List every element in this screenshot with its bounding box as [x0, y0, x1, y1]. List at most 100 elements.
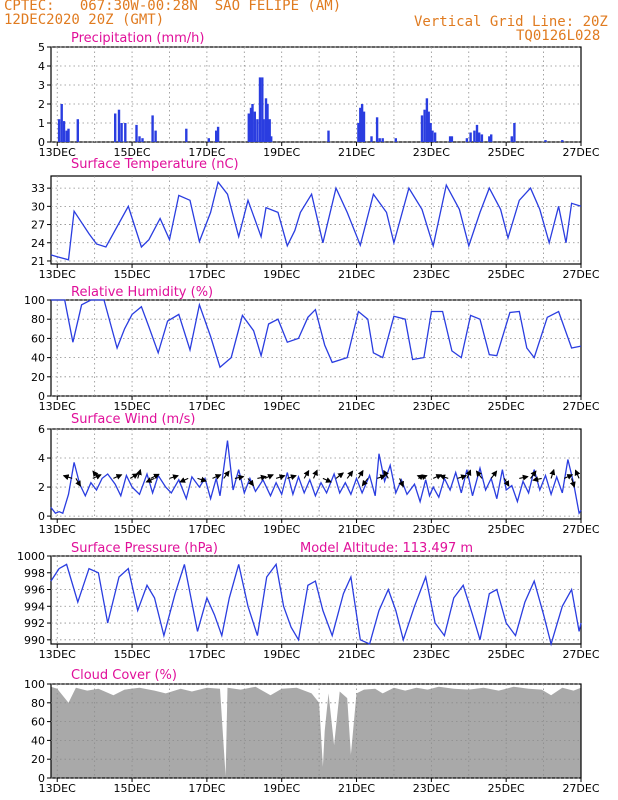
wind-vector — [416, 474, 426, 481]
precip-bar — [378, 138, 381, 142]
precip-bar — [262, 119, 265, 142]
x-tick-label: 21DEC — [338, 146, 375, 159]
precip-bar — [62, 121, 66, 142]
wind-vector — [532, 476, 542, 483]
x-tick-label: 27DEC — [562, 268, 599, 281]
x-tick-label: 13DEC — [39, 400, 76, 413]
y-tick-label: 2 — [38, 481, 45, 494]
wind-vector — [490, 470, 498, 479]
panel-1: 0 1 2 3 4 5 13DEC 15DEC 17DEC 19DEC 21DEC 23DEC 25DE… — [38, 31, 600, 159]
x-tick-label: 25DEC — [488, 268, 525, 281]
precip-bar — [266, 104, 269, 142]
wind-vector — [530, 470, 537, 479]
panel-title: Surface Pressure (hPa) — [71, 541, 218, 556]
y-tick-label: 33 — [31, 182, 45, 195]
precip-bar — [114, 113, 117, 142]
wind-vector — [398, 478, 404, 488]
wind-vector — [383, 469, 389, 479]
precip-bar — [207, 138, 210, 142]
x-tick-label: 27DEC — [562, 648, 599, 661]
wind-vector — [169, 474, 179, 481]
wind-vector — [257, 474, 267, 481]
panel-3: 0 20 40 60 80 100 13DEC 15DEC 17DEC 19DEC 21DEC 23D… — [24, 285, 600, 413]
y-tick-label: 100 — [24, 678, 45, 691]
precip-bar — [544, 140, 547, 142]
precip-bar — [360, 104, 364, 142]
x-tick-label: 13DEC — [39, 146, 76, 159]
precip-bar — [375, 117, 379, 142]
x-tick-label: 21DEC — [338, 400, 375, 413]
precip-bar — [215, 130, 218, 142]
panel-2: 21 24 27 30 33 13DEC 15DEC 17DEC 19DEC 21DEC 23DEC… — [31, 157, 600, 281]
y-tick-label: 2 — [38, 98, 45, 111]
wind-vector — [475, 470, 483, 479]
precip-bar — [60, 104, 63, 142]
x-tick-label: 27DEC — [562, 523, 599, 536]
precip-bar — [327, 130, 330, 142]
panel-frame — [50, 683, 582, 779]
x-tick-label: 27DEC — [562, 400, 599, 413]
x-tick-label: 23DEC — [413, 523, 450, 536]
precip-bar — [394, 138, 397, 142]
y-tick-label: 20 — [31, 371, 45, 384]
series-line — [50, 440, 582, 515]
wind-vector — [457, 474, 468, 481]
precip-bar — [138, 136, 141, 142]
x-tick-label: 19DEC — [263, 146, 300, 159]
x-tick-label: 25DEC — [488, 146, 525, 159]
wind-vector — [465, 469, 472, 479]
x-tick-label: 17DEC — [188, 268, 225, 281]
wind-vector — [145, 477, 155, 483]
precip-bar — [370, 136, 373, 142]
precip-bar — [120, 123, 123, 142]
x-tick-label: 13DEC — [39, 782, 76, 795]
precip-bar — [67, 128, 70, 142]
y-tick-label: 3 — [38, 79, 45, 92]
wind-vector — [549, 468, 556, 479]
panel-6: 0 20 40 60 80 100 13DEC 15DEC 17DEC 19DEC 21DEC 23D… — [24, 668, 600, 795]
y-tick-label: 20 — [31, 753, 45, 766]
series-line — [50, 299, 582, 369]
y-tick-label: 80 — [31, 697, 45, 710]
x-tick-label: 27DEC — [562, 146, 599, 159]
x-tick-label: 19DEC — [263, 268, 300, 281]
wind-vector — [322, 477, 332, 483]
header-line1-left: CPTEC: 067:30W-00:28N SAO FELIPE (AM) — [4, 0, 342, 14]
x-tick-label: 23DEC — [413, 648, 450, 661]
panel-frame — [50, 555, 582, 645]
x-tick-label: 23DEC — [413, 400, 450, 413]
x-tick-label: 25DEC — [488, 648, 525, 661]
x-tick-label: 27DEC — [562, 782, 599, 795]
precip-bar — [249, 107, 253, 142]
precip-bar — [141, 138, 144, 142]
x-tick-label: 13DEC — [39, 648, 76, 661]
precip-bar — [216, 126, 220, 142]
wind-vector — [519, 474, 529, 481]
y-tick-label: 30 — [31, 200, 45, 213]
precip-bar — [513, 123, 516, 142]
panel-5: 990 992 994 996 998 1000 13DEC 15DEC 17DEC 19DEC 2… — [17, 541, 600, 661]
y-tick-label: 992 — [24, 617, 45, 630]
panel-title: Cloud Cover (%) — [71, 668, 177, 683]
wind-vector — [503, 478, 510, 487]
x-tick-label: 21DEC — [338, 523, 375, 536]
x-tick-label: 17DEC — [188, 400, 225, 413]
precip-bar — [425, 98, 429, 142]
y-tick-label: 990 — [24, 634, 45, 647]
precip-bar — [465, 138, 469, 142]
wind-vector — [569, 478, 576, 488]
y-tick-label: 6 — [38, 423, 45, 436]
panel-frame — [50, 428, 582, 520]
wind-vector — [113, 474, 123, 480]
cloud-cover-area — [50, 686, 581, 778]
y-tick-label: 27 — [31, 219, 45, 232]
x-tick-label: 25DEC — [488, 782, 525, 795]
panel-frame — [50, 175, 582, 265]
y-tick-label: 996 — [24, 584, 45, 597]
panel-frame — [50, 46, 582, 143]
series-line — [50, 562, 582, 647]
precip-bar — [510, 136, 513, 142]
panel-title: Surface Wind (m/s) — [71, 412, 195, 427]
precip-bar — [488, 136, 491, 142]
precip-bar — [124, 123, 127, 142]
